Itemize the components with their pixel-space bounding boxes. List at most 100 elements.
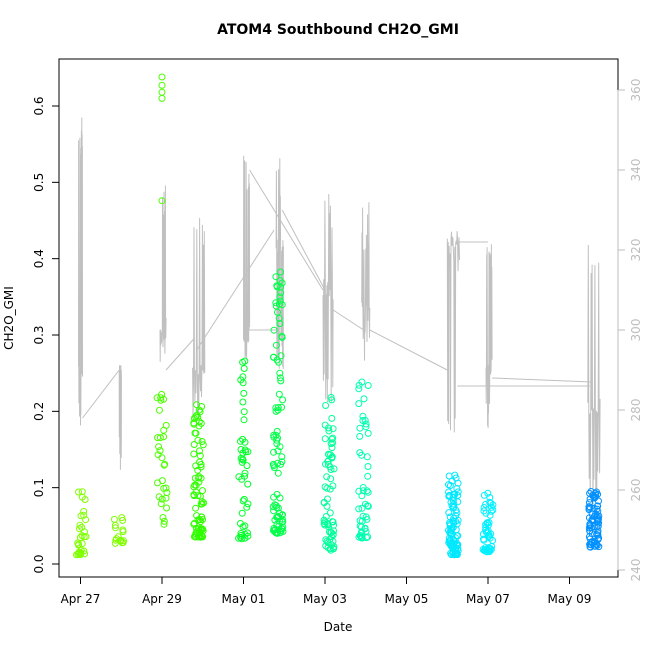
data-point: [454, 498, 462, 506]
line-segment: [82, 369, 120, 419]
data-point: [326, 485, 334, 493]
y-tick-label: 0.3: [32, 325, 46, 344]
data-point: [157, 500, 165, 508]
data-point: [328, 444, 336, 452]
line-burst: [243, 155, 251, 360]
data-point: [276, 369, 284, 377]
data-point: [586, 503, 594, 511]
data-point: [244, 480, 252, 488]
data-point: [276, 374, 284, 382]
data-point: [355, 385, 363, 393]
line-segment: [196, 229, 275, 351]
data-point: [193, 401, 201, 409]
data-point: [452, 506, 460, 514]
data-point: [326, 509, 334, 517]
data-point: [240, 389, 248, 397]
data-point: [75, 488, 82, 496]
data-point: [486, 511, 494, 519]
data-point: [194, 413, 202, 421]
data-point: [489, 537, 497, 544]
y2-axis: 240 260 280 300 320 340 360: [617, 79, 643, 581]
data-point: [162, 421, 170, 429]
point-series: [73, 73, 603, 559]
y2-tick-label: 260: [629, 479, 643, 502]
data-point: [237, 446, 245, 453]
data-point: [158, 477, 166, 485]
x-tick-label: Apr 27: [61, 592, 101, 606]
data-point: [241, 357, 249, 365]
data-point: [243, 462, 251, 470]
data-point: [446, 513, 454, 521]
data-point: [270, 527, 277, 535]
data-point: [74, 539, 82, 547]
data-point: [113, 535, 120, 543]
data-point: [271, 501, 279, 509]
y-tick-label: 0.5: [32, 173, 46, 192]
data-point: [192, 429, 200, 437]
line-burst: [361, 202, 371, 361]
data-point: [157, 394, 165, 402]
data-point: [192, 488, 200, 496]
data-point: [480, 535, 487, 543]
data-point: [270, 326, 278, 334]
data-point: [195, 525, 203, 533]
data-point: [154, 451, 162, 459]
line-burst: [118, 365, 122, 470]
data-point: [120, 537, 128, 545]
data-point: [445, 472, 453, 480]
data-point: [595, 519, 603, 527]
line-burst: [446, 231, 460, 433]
data-point: [327, 440, 335, 448]
data-point: [240, 495, 248, 503]
data-point: [323, 484, 331, 492]
data-point: [278, 403, 286, 411]
data-point: [321, 421, 329, 429]
data-point: [119, 526, 127, 534]
data-point: [270, 353, 277, 361]
data-point: [155, 443, 163, 451]
data-point: [594, 518, 602, 526]
data-point: [489, 501, 497, 509]
data-point: [453, 485, 461, 492]
chart-title: ATOM4 Southbound CH2O_GMI: [217, 22, 459, 38]
data-point: [364, 472, 372, 480]
data-point: [448, 502, 456, 510]
data-point: [445, 526, 452, 534]
data-point: [240, 416, 248, 424]
data-point: [356, 532, 364, 540]
data-point: [323, 537, 331, 545]
y2-tick-label: 320: [629, 239, 643, 262]
data-point: [450, 500, 458, 508]
line-segment: [369, 329, 448, 371]
data-point: [446, 482, 454, 489]
data-point: [275, 390, 283, 398]
data-point: [78, 488, 86, 496]
data-point: [362, 513, 370, 521]
data-point: [328, 435, 336, 443]
data-point: [154, 434, 162, 442]
data-point: [363, 453, 371, 461]
data-point: [486, 494, 494, 501]
data-point: [329, 425, 337, 433]
data-point: [356, 449, 364, 457]
y2-tick-label: 280: [629, 399, 643, 422]
y-tick-label: 0.0: [32, 554, 46, 573]
data-point: [590, 504, 598, 512]
data-point: [241, 469, 249, 477]
data-point: [239, 435, 247, 443]
data-point: [243, 503, 251, 511]
data-point: [358, 534, 366, 542]
data-point: [359, 412, 367, 420]
y2-tick-label: 300: [629, 319, 643, 342]
data-point: [160, 517, 168, 525]
x-axis: Apr 27 Apr 29 May 01 May 03 May 05 May 07 May …: [61, 576, 591, 606]
data-point: [240, 408, 248, 416]
data-point: [360, 395, 368, 403]
data-point: [593, 531, 601, 538]
data-point: [80, 507, 88, 515]
data-point: [325, 427, 333, 435]
data-point: [276, 297, 284, 305]
data-point: [82, 516, 90, 524]
line-segment: [249, 169, 324, 291]
